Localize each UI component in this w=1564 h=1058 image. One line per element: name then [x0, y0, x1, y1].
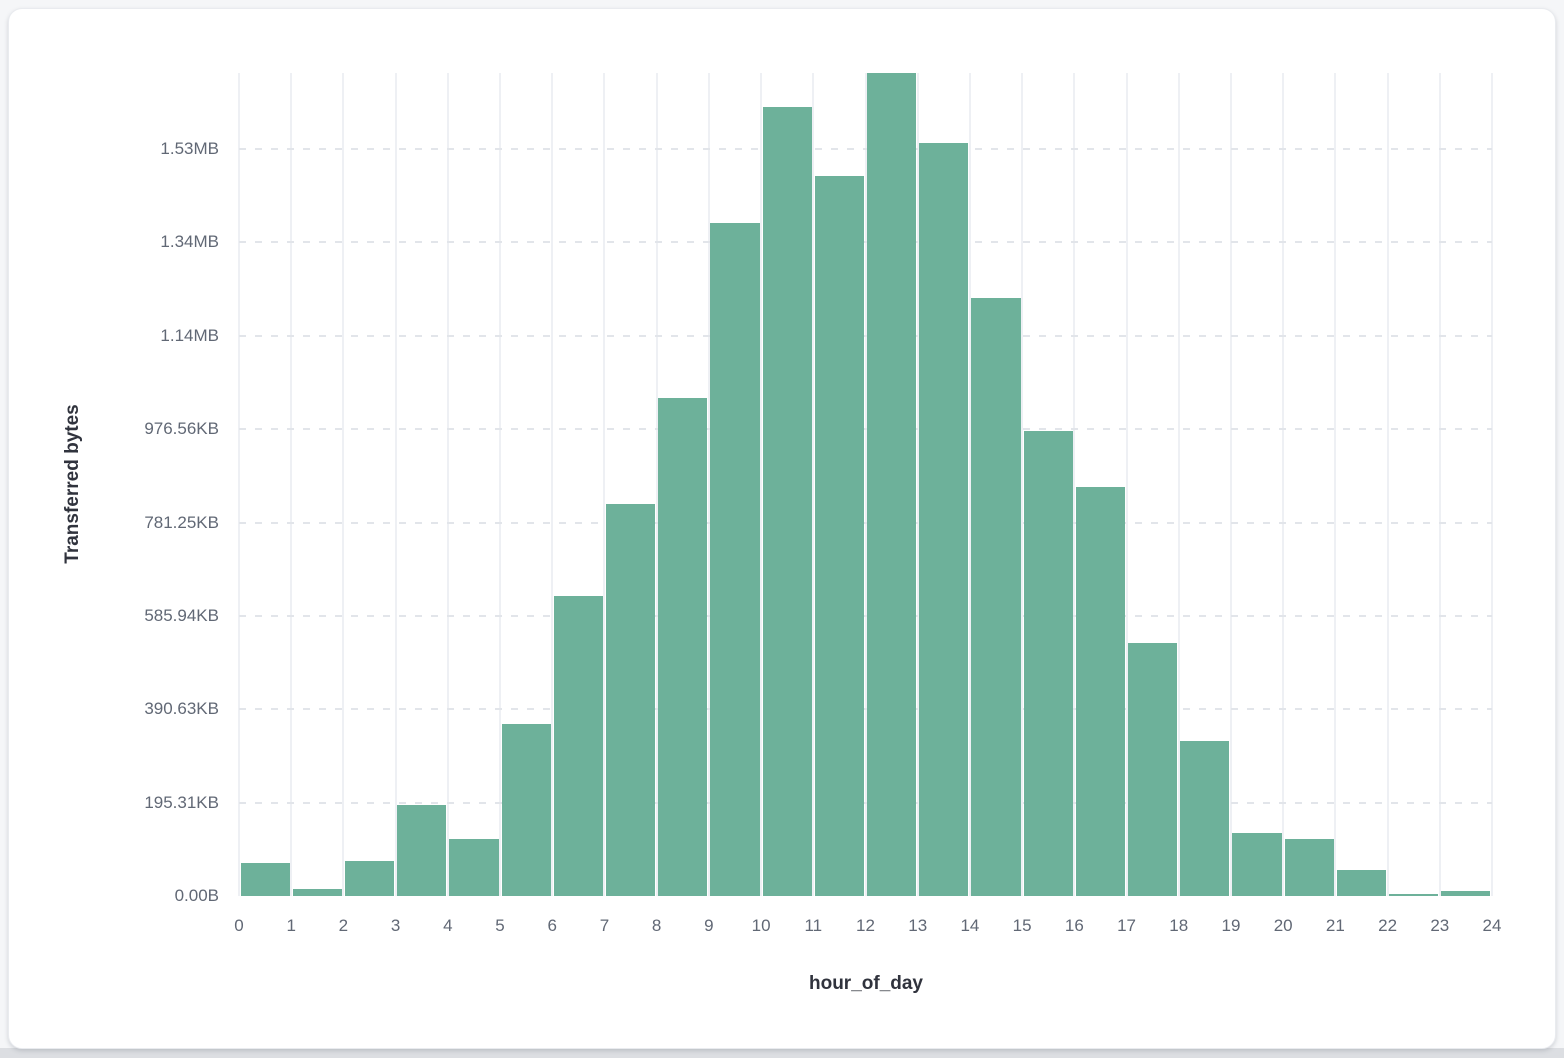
y-tick-label: 1.34MB — [160, 232, 219, 252]
x-tick-label: 19 — [1221, 916, 1241, 935]
x-gridline — [499, 72, 502, 896]
y-gridline — [239, 148, 1492, 151]
y-tick-label: 585.94KB — [144, 605, 219, 625]
x-gridline — [812, 72, 815, 896]
histogram-bar[interactable] — [292, 889, 342, 896]
x-tick-label: 10 — [751, 916, 771, 935]
page-bottom-strip — [0, 1048, 1564, 1058]
x-tick-label: 1 — [286, 916, 296, 935]
x-tick-label: 11 — [804, 916, 823, 935]
x-gridline — [342, 72, 345, 896]
histogram-bar[interactable] — [501, 724, 551, 896]
x-tick-label: 21 — [1325, 916, 1345, 935]
histogram-bar[interactable] — [605, 504, 656, 896]
x-gridline — [551, 72, 554, 896]
x-tick-label: 8 — [651, 916, 662, 935]
x-gridline — [1021, 72, 1024, 896]
x-gridline — [1386, 72, 1389, 896]
histogram-bar[interactable] — [658, 398, 708, 896]
x-axis-title: hour_of_day — [808, 973, 924, 994]
y-axis-title: Transferred bytes — [62, 404, 83, 564]
x-tick-label: 6 — [547, 916, 557, 935]
histogram-bar[interactable] — [1284, 838, 1334, 896]
x-tick-label: 2 — [338, 916, 349, 935]
histogram-bar[interactable] — [553, 596, 603, 896]
histogram-bar[interactable] — [762, 107, 812, 896]
y-tick-label: 1.14MB — [160, 325, 219, 345]
x-tick-label: 13 — [908, 916, 928, 935]
x-gridline — [1282, 72, 1285, 896]
x-gridline — [1177, 72, 1180, 896]
x-tick-label: 22 — [1378, 916, 1398, 935]
x-tick-label: 0 — [234, 916, 244, 935]
y-tick-label: 976.56KB — [144, 419, 219, 439]
y-gridline — [239, 801, 1492, 804]
histogram-bar[interactable] — [814, 175, 864, 896]
x-gridline — [760, 72, 763, 896]
x-tick-label: 23 — [1430, 916, 1450, 935]
histogram-bar[interactable] — [971, 298, 1021, 896]
histogram-bar[interactable] — [710, 222, 760, 896]
x-gridline — [864, 72, 867, 896]
x-tick-label: 5 — [495, 916, 505, 935]
histogram-bar[interactable] — [1336, 870, 1387, 896]
x-gridline — [1438, 72, 1441, 896]
histogram-bar[interactable] — [1075, 487, 1126, 896]
y-gridline — [239, 428, 1492, 431]
histogram-bar[interactable] — [1023, 431, 1073, 896]
x-gridline — [603, 72, 606, 896]
x-tick-label: 24 — [1482, 916, 1502, 935]
y-tick-label: 0.00B — [174, 886, 219, 905]
x-tick-label: 17 — [1117, 916, 1136, 935]
y-tick-label: 1.53MB — [160, 139, 219, 159]
x-gridline — [655, 72, 658, 896]
y-gridline — [239, 708, 1492, 711]
histogram-bar[interactable] — [1128, 642, 1178, 896]
x-gridline — [968, 72, 971, 896]
histogram-bar[interactable] — [344, 860, 395, 896]
y-tick-label: 390.63KB — [144, 699, 219, 719]
x-gridline — [1125, 72, 1128, 896]
y-gridline — [239, 521, 1492, 524]
x-gridline — [707, 72, 710, 896]
x-tick-label: 16 — [1064, 916, 1084, 935]
plot-area: 0.00B 195.31KB 390.63KB 585.94KB 781.25KB 976… — [9, 9, 1555, 1048]
x-tick-label: 3 — [390, 916, 401, 935]
histogram-bar[interactable] — [1180, 741, 1230, 896]
x-tick-label: 7 — [599, 916, 610, 935]
histogram-bar[interactable] — [867, 72, 917, 896]
x-gridline — [1491, 72, 1493, 896]
y-tick-label: 195.31KB — [144, 792, 219, 812]
x-tick-label: 9 — [704, 916, 714, 935]
histogram-bar[interactable] — [449, 838, 499, 896]
x-tick-label: 12 — [856, 916, 875, 935]
x-tick-label: 15 — [1012, 916, 1032, 935]
x-gridline — [238, 72, 240, 896]
x-gridline — [394, 72, 397, 896]
x-gridline — [446, 72, 449, 896]
histogram-bar[interactable] — [1441, 891, 1491, 896]
histogram-bar[interactable] — [1389, 894, 1439, 896]
y-gridline — [239, 614, 1492, 617]
histogram-bar[interactable] — [919, 143, 969, 896]
histogram-bar[interactable] — [1232, 832, 1282, 896]
x-gridline — [290, 72, 293, 896]
x-tick-label: 20 — [1273, 916, 1293, 935]
x-gridline — [916, 72, 919, 896]
x-gridline — [1073, 72, 1076, 896]
y-gridline — [239, 334, 1492, 337]
histogram-bar[interactable] — [397, 804, 447, 896]
x-tick-label: 14 — [960, 916, 980, 935]
chart-card: 0.00B 195.31KB 390.63KB 585.94KB 781.25KB 976… — [8, 8, 1556, 1049]
x-tick-label: 18 — [1169, 916, 1189, 935]
x-gridline — [1334, 72, 1337, 896]
y-tick-label: 781.25KB — [144, 512, 219, 532]
x-tick-label: 4 — [443, 916, 453, 935]
x-gridline — [1229, 72, 1232, 896]
histogram-bar[interactable] — [240, 863, 290, 896]
y-gridline — [239, 241, 1492, 244]
